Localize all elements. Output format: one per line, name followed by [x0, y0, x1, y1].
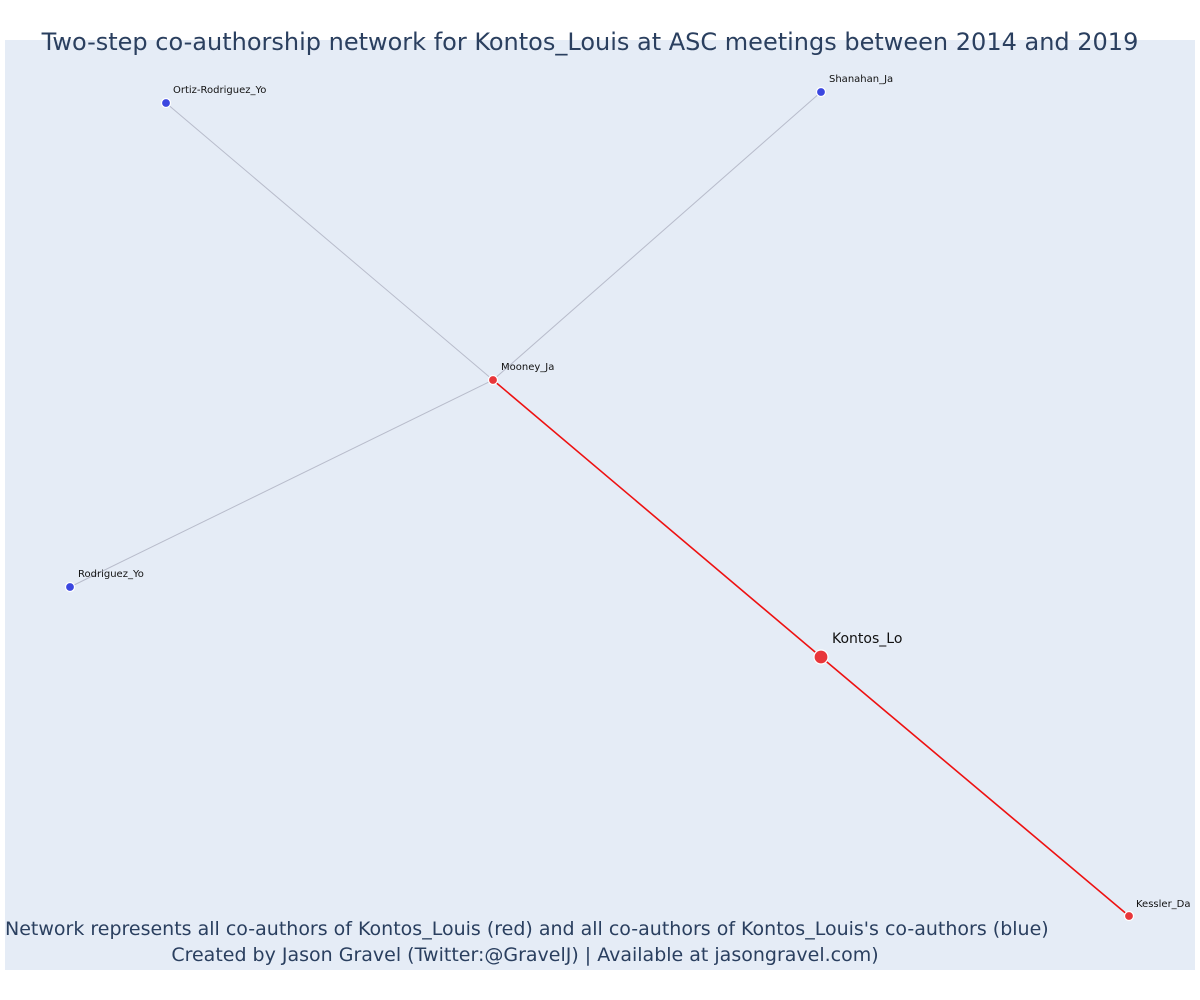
edge-kontos-mooney [492, 379, 822, 658]
node-label-kontos: Kontos_Lo [832, 631, 902, 647]
node-rodriguez[interactable] [64, 581, 76, 593]
node-label-shanahan: Shanahan_Ja [829, 74, 893, 85]
figure-caption: Network represents all co-authors of Kon… [5, 916, 1049, 968]
node-label-rodriguez: Rodriguez_Yo [78, 569, 144, 580]
caption-line-2: Created by Jason Gravel (Twitter:@Gravel… [171, 944, 879, 966]
edge-mooney-ortiz [165, 102, 494, 381]
node-label-ortiz: Ortiz-Rodriguez_Yo [173, 85, 266, 96]
node-label-kessler: Kessler_Da [1136, 899, 1191, 910]
edge-kontos-kessler [820, 656, 1130, 917]
node-mooney[interactable] [487, 374, 499, 386]
node-label-mooney: Mooney_Ja [501, 362, 554, 373]
edge-mooney-shanahan [492, 91, 822, 381]
caption-line-1: Network represents all co-authors of Kon… [5, 918, 1049, 940]
node-shanahan[interactable] [815, 86, 827, 98]
plot-area [5, 40, 1195, 970]
node-kontos[interactable] [813, 649, 829, 665]
node-ortiz[interactable] [160, 97, 172, 109]
labels-layer: Kontos_Lo Mooney_Ja Kessler_Da Ortiz-Rodrig… [78, 74, 1191, 910]
node-kessler[interactable] [1123, 910, 1135, 922]
nodes-layer [64, 86, 1135, 922]
edges-layer [69, 91, 1130, 917]
figure-title: Two-step co-authorship network for Konto… [41, 28, 1139, 56]
edge-mooney-rodriguez [69, 379, 494, 588]
